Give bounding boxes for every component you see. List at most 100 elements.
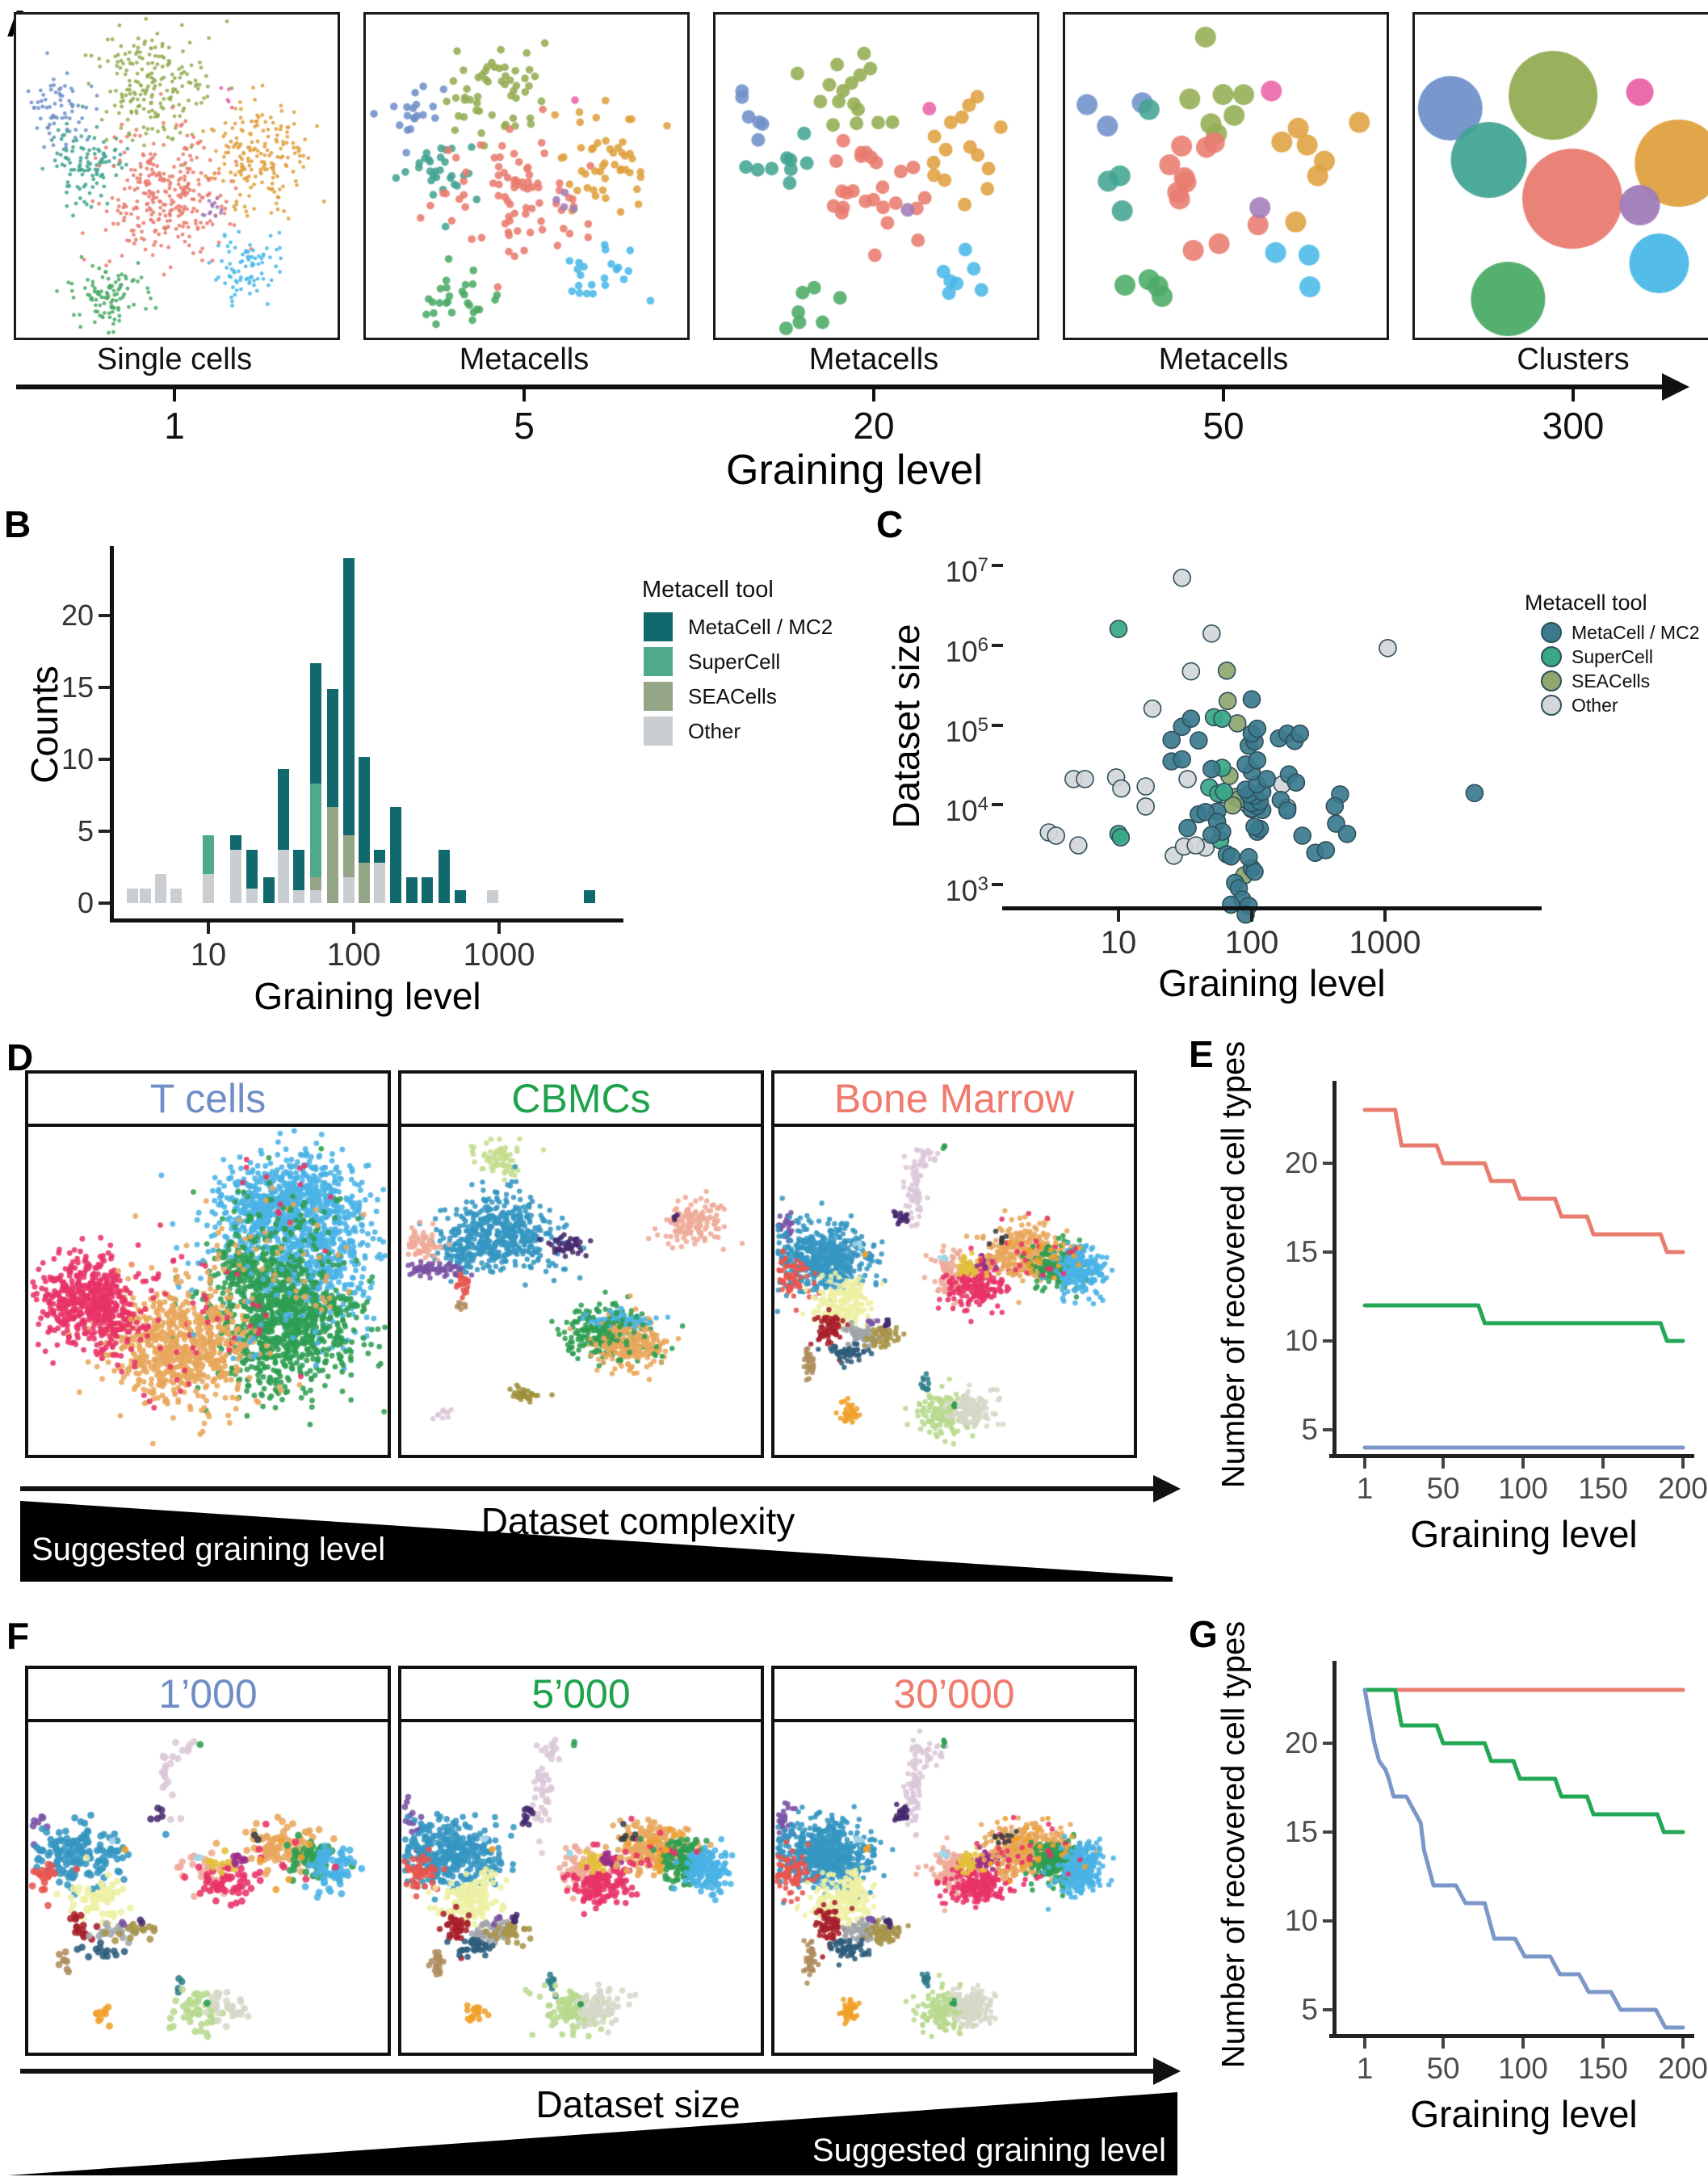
a-graining-arrow <box>16 385 1668 389</box>
y-tick-mark <box>1323 1339 1333 1343</box>
d-title-cbmcs: CBMCs <box>401 1074 761 1127</box>
a-graining-arrowhead <box>1662 373 1689 401</box>
b-legend-label-other: Other <box>688 719 741 743</box>
b-legend-swatch-other <box>644 717 673 746</box>
c-legend-dot-supercell <box>1541 646 1562 667</box>
bar-segment-other <box>486 890 498 903</box>
c-point-metacell <box>1465 784 1484 803</box>
bar-segment-metacell <box>246 850 258 889</box>
panel-e-label: E <box>1189 1033 1214 1075</box>
y-tick-label: 15 <box>1284 1815 1318 1848</box>
line-series-1’000 <box>1362 1687 1685 2030</box>
d-canvas-cbmcs <box>401 1127 761 1455</box>
f-plot-5000: 5’000 <box>398 1666 764 2056</box>
f-canvas-5000 <box>401 1722 761 2053</box>
line-series-Bone Marrow <box>1362 1107 1685 1255</box>
c-y-tick-label: 104 <box>945 793 988 828</box>
a-value-20: 20 <box>853 405 895 447</box>
c-point-seacells <box>1227 714 1247 733</box>
c-point-metacell <box>1293 826 1312 845</box>
a-caption-clusters: Clusters <box>1517 343 1630 376</box>
f-title-1000: 1’000 <box>28 1669 388 1722</box>
bar-segment-metacell <box>454 890 466 903</box>
f-arrow-label: Dataset size <box>535 2083 741 2125</box>
c-x-tick-mark <box>1250 910 1253 922</box>
line-series-CBMCs <box>1362 1303 1685 1343</box>
c-point-metacell <box>1202 759 1221 779</box>
d-complexity-arrow <box>20 1486 1155 1491</box>
x-tick-mark <box>1363 2038 1366 2049</box>
b-y-tick-label: 20 <box>61 599 94 632</box>
c-point-other <box>1178 770 1197 788</box>
panel-c-label: C <box>876 503 904 545</box>
e-x-axis-line <box>1329 1454 1694 1458</box>
c-x-axis-line <box>1002 906 1542 910</box>
g-line-plot <box>1362 1687 1685 2030</box>
d-plot-cbmcs: CBMCs <box>398 1070 764 1458</box>
c-y-tick-label: 105 <box>945 713 988 748</box>
d-wedge-label: Suggested graining level <box>31 1532 386 1567</box>
x-tick-label: 50 <box>1426 1472 1460 1505</box>
bar-segment-other <box>293 890 305 903</box>
c-point-metacell <box>1245 817 1264 836</box>
f-plot-30000: 30’000 <box>771 1666 1137 2056</box>
x-tick-mark <box>1681 1458 1685 1469</box>
b-y-axis-title: Counts <box>23 666 65 784</box>
b-y-tick-mark <box>99 758 110 761</box>
b-y-tick-label: 5 <box>77 814 94 847</box>
c-point-metacell <box>1239 847 1258 867</box>
bar-segment-other <box>155 874 166 903</box>
x-tick-mark <box>1521 1458 1525 1469</box>
a-axis-tick <box>522 387 526 401</box>
c-point-metacell <box>1248 750 1267 770</box>
b-y-axis-line <box>110 546 114 922</box>
c-point-metacell <box>1202 826 1221 844</box>
c-point-other <box>1069 836 1088 855</box>
c-y-tick-mark <box>992 723 1003 727</box>
y-tick-label: 5 <box>1301 1993 1318 2026</box>
c-point-other <box>1186 836 1205 855</box>
b-x-tick-label: 100 <box>326 937 381 973</box>
c-point-metacell <box>1222 895 1240 914</box>
a-axis-tick <box>1572 387 1575 401</box>
c-x-tick-mark <box>1117 910 1120 922</box>
c-point-metacell <box>1181 709 1201 728</box>
bar-segment-seacells <box>327 806 339 903</box>
y-tick-mark <box>1323 1162 1333 1165</box>
c-point-other <box>1136 797 1155 816</box>
y-tick-mark <box>1323 1742 1333 1745</box>
f-canvas-30000 <box>774 1722 1134 2053</box>
c-point-seacells <box>1217 661 1236 680</box>
bar-segment-other <box>126 889 138 903</box>
e-y-axis-title: Number of recovered cell types <box>1215 1040 1252 1489</box>
a-canvas-300 <box>1415 15 1708 338</box>
x-tick-mark <box>1363 1458 1366 1469</box>
b-legend-swatch-metacell <box>644 612 673 641</box>
bar-segment-other <box>342 877 355 903</box>
bar-segment-metacell <box>278 769 290 851</box>
c-legend-title: Metacell tool <box>1525 590 1647 615</box>
b-x-tick-mark <box>207 922 210 934</box>
bar-segment-metacell <box>405 877 418 903</box>
a-value-50: 50 <box>1202 405 1244 447</box>
c-y-tick-mark <box>992 564 1003 567</box>
d-complexity-arrowhead <box>1153 1475 1181 1502</box>
d-title-t-cells: T cells <box>28 1074 388 1127</box>
y-tick-label: 20 <box>1284 1146 1318 1179</box>
a-value-1: 1 <box>164 405 185 447</box>
panel-f-label: F <box>6 1615 30 1657</box>
c-point-other <box>1136 777 1155 796</box>
bar-segment-seacells <box>342 835 355 877</box>
c-legend-label-seacells: SEACells <box>1572 670 1651 691</box>
bar-segment-other <box>140 889 152 903</box>
a-axis-tick <box>1222 387 1225 401</box>
bar-segment-other <box>203 874 214 903</box>
bar-segment-other <box>310 890 322 903</box>
c-point-metacell <box>1286 773 1306 792</box>
bar-segment-metacell <box>584 890 596 903</box>
y-tick-label: 10 <box>1284 1904 1318 1937</box>
c-y-tick-mark <box>992 643 1003 647</box>
y-tick-mark <box>1323 1919 1333 1923</box>
y-tick-mark <box>1323 2008 1333 2011</box>
c-point-metacell <box>1190 731 1208 750</box>
